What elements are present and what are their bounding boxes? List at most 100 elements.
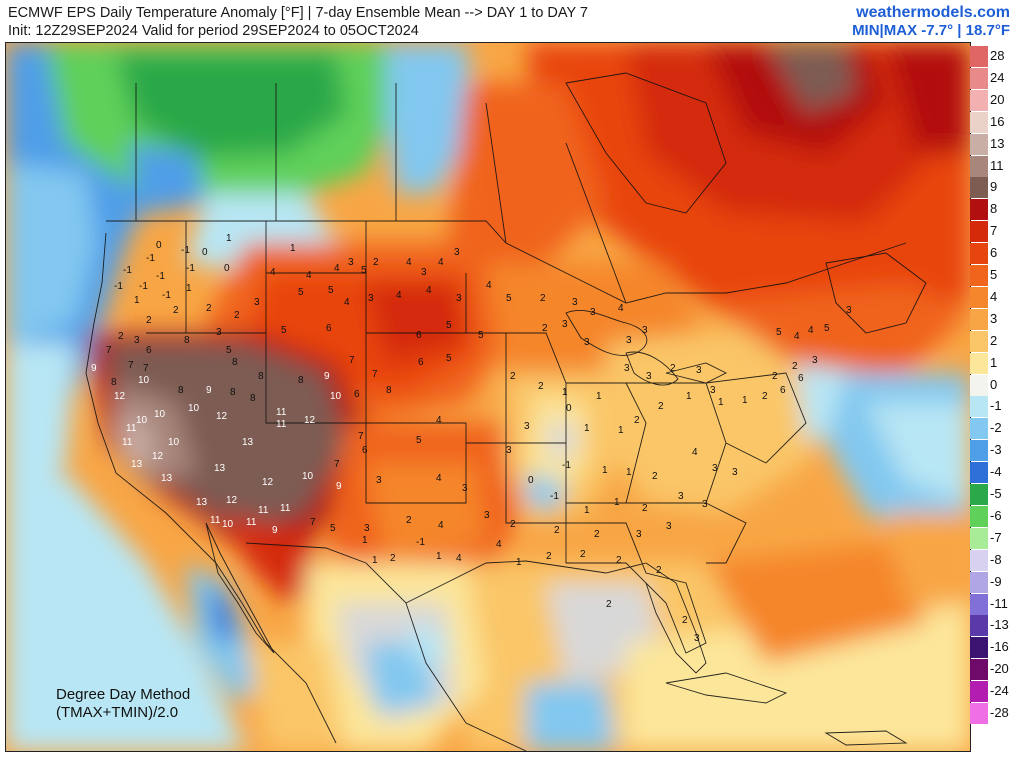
brand-link[interactable]: weathermodels.com — [856, 4, 1010, 21]
anomaly-value-label: 12 — [304, 415, 316, 426]
anomaly-value-label: 11 — [122, 437, 133, 448]
anomaly-value-label: 6 — [418, 357, 424, 368]
anomaly-value-label: 5 — [446, 353, 452, 364]
legend-label: 7 — [990, 223, 998, 239]
legend-entry: 16 — [970, 111, 1018, 133]
legend-entry: -7 — [970, 527, 1018, 549]
anomaly-value-label: 7 — [143, 363, 149, 374]
anomaly-value-label: 1 — [596, 391, 602, 402]
legend-entry: -8 — [970, 549, 1018, 571]
legend-entry: -1 — [970, 396, 1018, 418]
anomaly-value-label: 13 — [242, 437, 254, 448]
method-note-line2: (TMAX+TMIN)/2.0 — [56, 704, 178, 721]
anomaly-value-label: 1 — [436, 551, 442, 562]
legend-swatch — [970, 199, 988, 221]
anomaly-value-label: 12 — [226, 495, 238, 506]
anomaly-value-label: 7 — [372, 369, 378, 380]
legend-label: 28 — [990, 48, 1005, 63]
anomaly-value-label: 10 — [154, 409, 166, 420]
anomaly-value-label: 1 — [186, 283, 192, 294]
anomaly-value-label: 9 — [324, 371, 330, 382]
anomaly-value-label: 2 — [580, 549, 586, 560]
anomaly-value-label: 7 — [358, 431, 364, 442]
anomaly-value-label: 4 — [808, 325, 814, 336]
anomaly-value-label: 3 — [624, 363, 630, 374]
anomaly-value-label: 5 — [328, 285, 334, 296]
legend-swatch — [970, 527, 988, 549]
legend-swatch — [970, 308, 988, 330]
legend-swatch — [970, 484, 988, 505]
legend-entry: 13 — [970, 133, 1018, 155]
legend-entry: -2 — [970, 418, 1018, 440]
anomaly-value-label: 1 — [362, 535, 368, 546]
anomaly-value-label: 2 — [206, 303, 212, 314]
anomaly-value-label: 4 — [496, 539, 502, 550]
anomaly-value-label: 5 — [478, 330, 484, 341]
anomaly-value-label: 3 — [702, 499, 708, 510]
legend-swatch — [970, 221, 988, 243]
anomaly-value-label: 3 — [484, 510, 490, 521]
legend-swatch — [970, 549, 988, 571]
anomaly-value-label: 3 — [368, 293, 374, 304]
anomaly-value-label: 3 — [348, 257, 354, 268]
anomaly-value-label: 2 — [594, 529, 600, 540]
legend-entry: 2 — [970, 330, 1018, 352]
anomaly-value-label: 1 — [584, 423, 590, 434]
anomaly-value-label: 7 — [106, 345, 112, 356]
anomaly-value-label: 8 — [232, 357, 238, 368]
anomaly-value-label: -1 — [139, 281, 148, 292]
anomaly-value-label: 1 — [614, 497, 620, 508]
anomaly-value-label: 4 — [344, 297, 350, 308]
anomaly-value-label: 3 — [694, 633, 700, 644]
anomaly-value-label: 3 — [462, 483, 468, 494]
anomaly-value-label: 8 — [298, 375, 304, 386]
anomaly-value-label: 11 — [280, 503, 291, 514]
anomaly-value-label: 10 — [136, 415, 148, 426]
method-note-line1: Degree Day Method — [56, 686, 190, 703]
anomaly-value-label: 1 — [742, 395, 748, 406]
legend-swatch — [970, 89, 988, 111]
anomaly-value-label: 1 — [372, 555, 378, 566]
anomaly-value-label: 2 — [146, 315, 152, 326]
anomaly-value-label: 2 — [616, 555, 622, 566]
anomaly-value-label: -1 — [181, 245, 190, 256]
legend-label: 20 — [990, 91, 1005, 107]
anomaly-value-label: 2 — [762, 391, 768, 402]
legend-entry: 28 — [970, 46, 1018, 67]
legend-entry: 1 — [970, 352, 1018, 374]
anomaly-value-label: 4 — [436, 473, 442, 484]
anomaly-value-label: 3 — [584, 337, 590, 348]
anomaly-value-label: 5 — [506, 293, 512, 304]
anomaly-value-label: 4 — [486, 280, 492, 291]
anomaly-value-label: 4 — [438, 257, 444, 268]
anomaly-value-label: 3 — [456, 293, 462, 304]
legend-swatch — [970, 659, 988, 681]
anomaly-value-label: 3 — [642, 325, 648, 336]
anomaly-value-label: 1 — [562, 387, 568, 398]
anomaly-value-label: 2 — [682, 615, 688, 626]
legend-label: 4 — [990, 288, 998, 304]
legend-swatch — [970, 593, 988, 615]
anomaly-value-label: 11 — [210, 515, 221, 526]
anomaly-value-label: 7 — [349, 355, 355, 366]
legend-label: 2 — [990, 332, 998, 348]
legend-entry: 0 — [970, 374, 1018, 396]
legend-entry: -3 — [970, 440, 1018, 462]
anomaly-value-label: 3 — [696, 365, 702, 376]
anomaly-value-label: 11 — [246, 517, 257, 528]
legend-label: -6 — [990, 507, 1002, 523]
legend-entry: -28 — [970, 703, 1018, 724]
anomaly-value-label: 6 — [780, 385, 786, 396]
anomaly-value-label: 8 — [184, 335, 190, 346]
anomaly-value-label: 2 — [373, 257, 379, 268]
anomaly-value-label: 2 — [658, 401, 664, 412]
anomaly-value-label: 8 — [178, 385, 184, 396]
anomaly-value-label: 2 — [554, 525, 560, 536]
anomaly-value-label: 1 — [626, 467, 632, 478]
anomaly-value-label: -1 — [156, 271, 165, 282]
legend-entry: 24 — [970, 67, 1018, 89]
anomaly-value-label: 6 — [416, 330, 422, 341]
anomaly-value-label: 1 — [602, 465, 608, 476]
